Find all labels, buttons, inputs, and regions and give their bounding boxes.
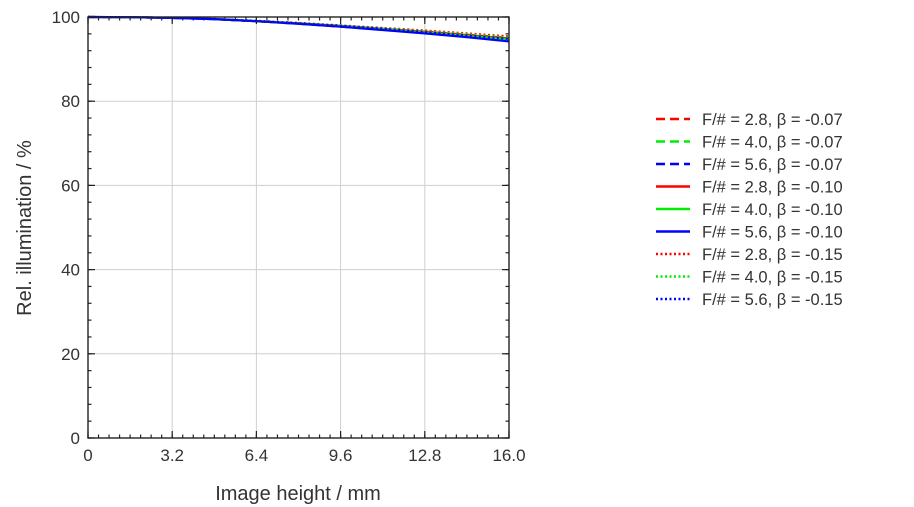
series-lines — [87, 15, 510, 43]
y-axis-label: Rel. illumination / % — [14, 140, 36, 316]
legend-label-6: F/# = 5.6, β = -0.10 — [702, 224, 843, 242]
y-tick-label: 20 — [61, 345, 80, 364]
legend-label-8: F/# = 4.0, β = -0.15 — [702, 269, 843, 287]
series-line-9 — [87, 15, 510, 40]
minor-ticks — [87, 16, 510, 439]
series-line-3 — [87, 15, 510, 42]
y-tick-label: 40 — [61, 261, 80, 280]
y-tick-label: 0 — [71, 429, 80, 448]
legend-label-4: F/# = 2.8, β = -0.10 — [702, 179, 843, 197]
x-tick-label: 3.2 — [160, 446, 184, 465]
x-tick-label: 6.4 — [245, 446, 269, 465]
grid — [88, 17, 509, 438]
legend-label-2: F/# = 4.0, β = -0.07 — [702, 134, 843, 152]
x-tick-label: 12.8 — [408, 446, 441, 465]
plot-frame — [87, 16, 510, 439]
legend-label-7: F/# = 2.8, β = -0.15 — [702, 246, 843, 264]
y-axis-ticks: 0 20 40 60 80 100 — [52, 8, 509, 448]
x-axis-label: Image height / mm — [215, 483, 381, 505]
y-tick-label: 60 — [61, 176, 80, 195]
y-tick-label: 80 — [61, 92, 80, 111]
legend-label-1: F/# = 2.8, β = -0.07 — [702, 111, 843, 129]
series-line-6 — [87, 15, 510, 43]
x-tick-label: 9.6 — [329, 446, 353, 465]
legend: F/# = 2.8, β = -0.07 F/# = 4.0, β = -0.07… — [656, 111, 843, 309]
y-tick-label: 100 — [52, 8, 80, 27]
x-tick-label: 16.0 — [492, 446, 525, 465]
legend-label-5: F/# = 4.0, β = -0.10 — [702, 201, 843, 219]
x-tick-label: 0 — [83, 446, 92, 465]
legend-label-3: F/# = 5.6, β = -0.07 — [702, 156, 843, 174]
x-axis-ticks: 0 3.2 6.4 9.6 12.8 16.0 — [83, 17, 526, 465]
legend-label-9: F/# = 5.6, β = -0.15 — [702, 291, 843, 309]
